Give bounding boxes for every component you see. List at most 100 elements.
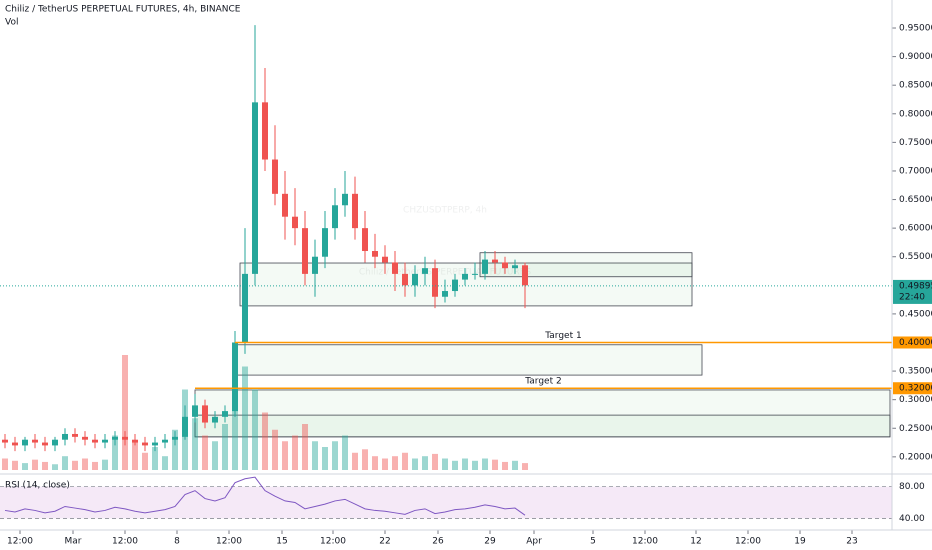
volume-bar — [72, 460, 78, 470]
volume-bar — [472, 460, 478, 470]
candle-body — [402, 273, 408, 286]
volume-bar — [262, 412, 268, 470]
candle-body — [42, 442, 48, 446]
time-tick-label: 12:00 — [216, 537, 242, 547]
volume-bar — [512, 460, 518, 470]
volume-bar — [272, 429, 278, 470]
rsi-tick-label: 80.00 — [899, 482, 925, 492]
time-tick-label: Mar — [65, 537, 82, 547]
volume-bar — [52, 464, 58, 470]
rsi-line — [4, 476, 526, 516]
volume-bar — [392, 456, 398, 470]
volume-bar — [462, 458, 468, 470]
candle-body — [272, 159, 278, 194]
volume-bar — [32, 459, 38, 470]
volume-label: Vol — [5, 18, 18, 28]
candle-body — [482, 259, 488, 274]
target-price-box — [893, 336, 932, 349]
candle-body — [372, 251, 378, 257]
time-tick-label: 5 — [590, 537, 596, 547]
volume-bar — [112, 435, 118, 470]
candle-body — [92, 439, 98, 443]
volume-bar — [192, 418, 198, 470]
candle-body — [172, 436, 178, 440]
time-tick-label: 12:00 — [632, 537, 658, 547]
volume-bar — [322, 447, 328, 470]
volume-bar — [162, 456, 168, 470]
target-name: Target 1 — [544, 331, 581, 341]
candle-body — [332, 205, 338, 229]
time-tick-label: 8 — [174, 537, 180, 547]
candle-body — [342, 193, 348, 206]
candle-body — [222, 411, 228, 417]
volume-bar — [452, 460, 458, 470]
candle-body — [292, 216, 298, 229]
volume-bar — [372, 456, 378, 470]
candle-body — [412, 273, 418, 286]
volume-bar — [232, 401, 238, 470]
volume-bar — [292, 435, 298, 470]
last-price-box — [893, 279, 932, 304]
candle-body — [302, 228, 308, 274]
candle-body — [212, 416, 218, 423]
time-tick-label: 12:00 — [7, 537, 33, 547]
volume-bar — [302, 424, 308, 470]
candle-body — [72, 433, 78, 437]
volume-bar — [202, 435, 208, 470]
candle-body — [102, 439, 108, 443]
time-tick-label: 12:00 — [320, 537, 346, 547]
candle-body — [422, 268, 428, 274]
time-tick-label: 19 — [794, 537, 806, 547]
candle-body — [452, 279, 458, 292]
candle-body — [122, 436, 128, 440]
volume-bar — [92, 461, 98, 470]
volume-bar — [252, 389, 258, 470]
volume-bar — [422, 456, 428, 470]
time-tick-label: 22 — [379, 537, 390, 547]
time-tick-label: 12:00 — [112, 537, 138, 547]
volume-bar — [492, 459, 498, 470]
candle-body — [32, 439, 38, 443]
target-price-label: 0.40000 — [899, 338, 932, 348]
candle-body — [362, 228, 368, 252]
candle-body — [82, 436, 88, 440]
candle-body — [522, 265, 528, 286]
volume-bar — [522, 463, 528, 470]
volume-bar — [362, 449, 368, 470]
candle-body — [142, 442, 148, 446]
candle-body — [492, 259, 498, 263]
candle-body — [182, 416, 188, 437]
zone-box — [194, 389, 891, 438]
candle-body — [472, 273, 478, 275]
volume-bar — [102, 459, 108, 470]
volume-bar — [152, 447, 158, 470]
candle-body — [2, 439, 8, 443]
zone-box — [234, 344, 703, 376]
candle-body — [462, 273, 468, 280]
candle-body — [22, 439, 28, 446]
candle-body — [382, 256, 388, 263]
chart-title: Chiliz / TetherUS PERPETUAL FUTURES, 4h,… — [5, 5, 241, 15]
target-price-box — [893, 382, 932, 395]
volume-bar — [12, 460, 18, 470]
candle-body — [132, 439, 138, 443]
candle-body — [62, 433, 68, 440]
candle-body — [262, 102, 268, 160]
candle-body — [152, 442, 158, 446]
candle-body — [12, 442, 18, 446]
target-name: Target 2 — [524, 377, 561, 387]
last-price-label: 0.49895 — [899, 281, 932, 291]
candle-body — [442, 291, 448, 297]
countdown-label: 22:40 — [899, 292, 925, 302]
candle-body — [322, 228, 328, 257]
